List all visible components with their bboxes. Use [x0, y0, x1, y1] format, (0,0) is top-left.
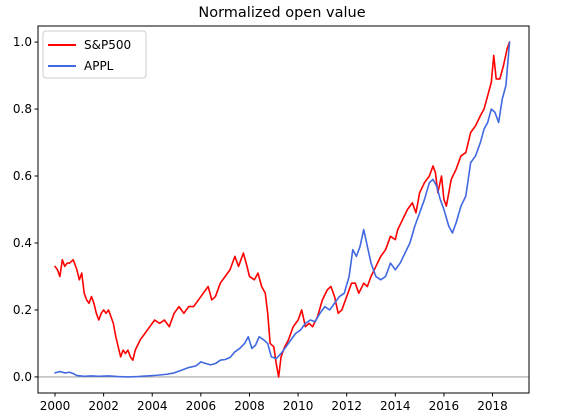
x-tick-label: 2016 [429, 399, 460, 413]
x-tick-label: 2002 [88, 399, 119, 413]
y-tick-label: 0.6 [13, 169, 32, 183]
y-tick-label: 0.8 [13, 102, 32, 116]
x-tick-label: 2008 [234, 399, 265, 413]
y-tick-label: 0.4 [13, 236, 32, 250]
legend-label-sp500: S&P500 [84, 38, 131, 52]
x-tick-label: 2010 [283, 399, 314, 413]
x-axis: 2000 2002 2004 2006 2008 2010 2012 2014 2016 2018 [40, 393, 508, 413]
y-tick-label: 0.0 [13, 370, 32, 384]
y-tick-label: 1.0 [13, 35, 32, 49]
x-tick-label: 2006 [186, 399, 217, 413]
chart-title: Normalized open value [198, 5, 365, 21]
x-tick-label: 2004 [137, 399, 168, 413]
plot-frame [37, 25, 530, 394]
y-axis: 0.0 0.2 0.4 0.6 0.8 1.0 [13, 35, 38, 384]
x-tick-label: 2014 [380, 399, 411, 413]
series-layer [54, 41, 511, 378]
x-tick-label: 2018 [477, 399, 508, 413]
x-tick-label: 2000 [40, 399, 71, 413]
series-line-appl [54, 41, 511, 378]
legend: S&P500 APPL [42, 30, 147, 79]
legend-label-appl: APPL [84, 59, 114, 73]
y-tick-label: 0.2 [13, 303, 32, 317]
series-line-sp500 [54, 41, 511, 378]
x-tick-label: 2012 [331, 399, 362, 413]
